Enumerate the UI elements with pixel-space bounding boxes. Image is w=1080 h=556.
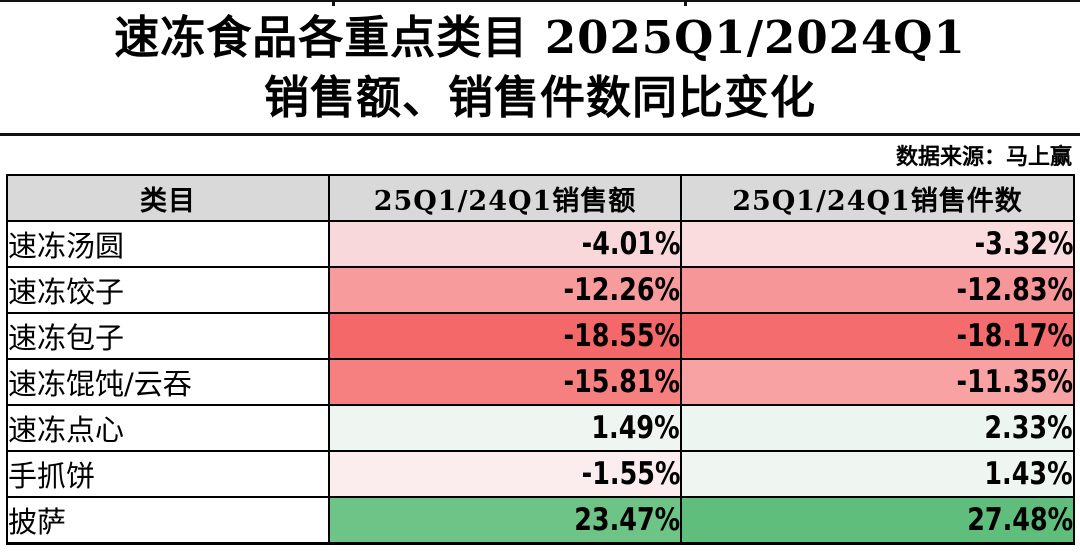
top-border-tick [332, 2, 335, 6]
sales-units-cell: -11.35% [680, 358, 1075, 406]
category-cell: 速冻饺子 [6, 266, 330, 314]
category-cell: 速冻点心 [6, 404, 330, 452]
sales-value-text: -18.55% [563, 318, 680, 354]
sales-units-cell: 27.48% [680, 496, 1075, 545]
category-cell: 手抓饼 [6, 450, 330, 498]
sales-value-cell: -4.01% [328, 220, 682, 268]
title-line-2: 销售额、销售件数同比变化 [263, 71, 816, 124]
data-source-label: 数据来源：马上赢 [895, 144, 1072, 170]
category-cell: 速冻馄饨/云吞 [6, 358, 330, 406]
sales-units-text: 27.48% [967, 502, 1073, 538]
sales-units-text: -3.32% [974, 226, 1073, 262]
sales-units-text: 1.43% [984, 456, 1073, 492]
sales-value-text: -1.55% [581, 456, 680, 492]
sales-value-text: -12.26% [563, 272, 680, 308]
sales-value-cell: -12.26% [328, 266, 682, 314]
category-table: 类目 25Q1/24Q1销售额 25Q1/24Q1销售件数 速冻汤圆 -4.01… [6, 174, 1075, 545]
table-row: 速冻包子 -18.55% -18.17% [6, 312, 1075, 360]
sales-units-text: -12.83% [956, 272, 1073, 308]
sales-value-cell: -18.55% [328, 312, 682, 360]
table-row: 手抓饼 -1.55% 1.43% [6, 450, 1075, 498]
sales-units-text: 2.33% [984, 410, 1073, 446]
title-line-1: 速冻食品各重点类目 2025Q1/2024Q1 [114, 11, 966, 64]
top-border-line [0, 0, 1080, 2]
sales-units-cell: 1.43% [680, 450, 1075, 498]
sales-value-text: -15.81% [563, 364, 680, 400]
column-header-sales-units: 25Q1/24Q1销售件数 [680, 174, 1075, 222]
sales-value-cell: -15.81% [328, 358, 682, 406]
sales-units-text: -18.17% [956, 318, 1073, 354]
category-cell: 速冻包子 [6, 312, 330, 360]
column-header-category: 类目 [6, 174, 330, 222]
category-cell: 速冻汤圆 [6, 220, 330, 268]
title-divider [0, 133, 1080, 136]
sales-value-text: 23.47% [574, 502, 680, 538]
sales-units-cell: -3.32% [680, 220, 1075, 268]
table-row: 速冻馄饨/云吞 -15.81% -11.35% [6, 358, 1075, 406]
top-border-tick [684, 2, 687, 6]
table-row: 速冻汤圆 -4.01% -3.32% [6, 220, 1075, 268]
sales-value-cell: 23.47% [328, 496, 682, 545]
sales-value-text: -4.01% [581, 226, 680, 262]
header-row: 类目 25Q1/24Q1销售额 25Q1/24Q1销售件数 [6, 174, 1075, 222]
table-row: 速冻点心 1.49% 2.33% [6, 404, 1075, 452]
sales-units-cell: -18.17% [680, 312, 1075, 360]
sales-value-cell: 1.49% [328, 404, 682, 452]
sales-units-cell: 2.33% [680, 404, 1075, 452]
sales-value-text: 1.49% [591, 410, 680, 446]
sales-units-cell: -12.83% [680, 266, 1075, 314]
sales-value-cell: -1.55% [328, 450, 682, 498]
column-header-sales-value: 25Q1/24Q1销售额 [328, 174, 682, 222]
sales-units-text: -11.35% [956, 364, 1073, 400]
category-cell: 披萨 [6, 496, 330, 545]
table-row: 披萨 23.47% 27.48% [6, 496, 1075, 545]
table-row: 速冻饺子 -12.26% -12.83% [6, 266, 1075, 314]
page-title: 速冻食品各重点类目 2025Q1/2024Q1 销售额、销售件数同比变化 [0, 8, 1080, 128]
